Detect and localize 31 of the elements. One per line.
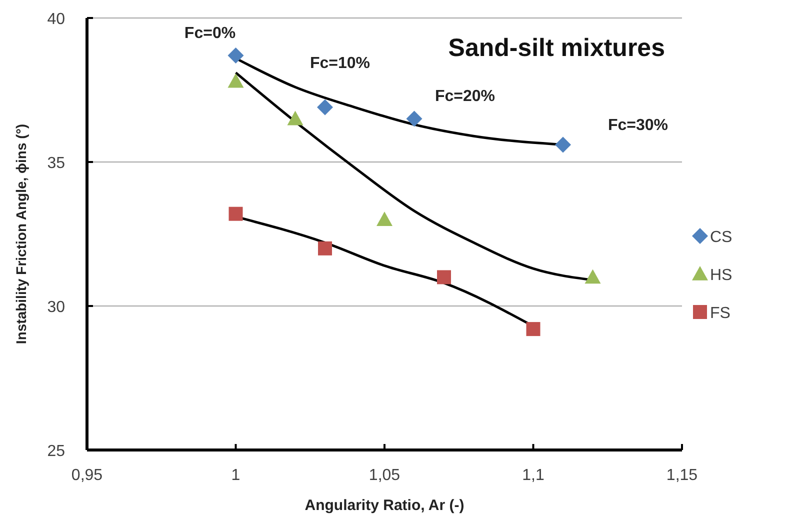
- x-tick-label: 1,05: [368, 467, 400, 484]
- point: [406, 110, 422, 127]
- point: [317, 99, 333, 116]
- legend-label: FS: [710, 305, 730, 322]
- legend-label: CS: [710, 229, 732, 246]
- annotation: Fc=30%: [608, 117, 668, 134]
- point: [228, 206, 243, 221]
- y-tick-label: 25: [47, 443, 66, 460]
- point: [555, 136, 571, 153]
- annotation: Fc=10%: [310, 55, 370, 72]
- point: [526, 322, 540, 336]
- point: [376, 212, 392, 226]
- point: [584, 269, 601, 284]
- x-tick-label: 1: [231, 467, 240, 484]
- x-tick-label: 0,95: [71, 467, 103, 484]
- text: Sand-silt mixtures: [448, 34, 665, 62]
- x-tick-label: 1,15: [666, 467, 698, 484]
- y-tick-label: 35: [47, 155, 66, 172]
- x-tick-label: 1,1: [522, 467, 544, 484]
- point: [287, 110, 304, 126]
- point: [318, 241, 332, 256]
- point: [228, 73, 244, 88]
- legend-label: HS: [710, 267, 732, 284]
- point: [228, 47, 244, 64]
- point: [437, 270, 451, 284]
- x-axis-title: Angularity Ratio, Ar (-): [304, 497, 464, 514]
- annotation: Fc=20%: [434, 88, 496, 105]
- y-tick-label: 40: [47, 11, 66, 28]
- y-axis-title: Instability Friction Angle, ϕins (°): [13, 124, 29, 344]
- y-tick-label: 30: [47, 299, 66, 316]
- annotation: Fc=0%: [184, 25, 236, 42]
